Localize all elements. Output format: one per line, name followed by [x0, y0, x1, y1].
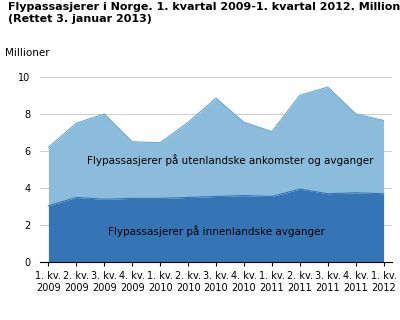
Text: Flypassasjerer på utenlandske ankomster og avganger: Flypassasjerer på utenlandske ankomster … — [87, 154, 373, 166]
Text: Flypassasjerer i Norge. 1. kvartal 2009-1. kvartal 2012. Millioner: Flypassasjerer i Norge. 1. kvartal 2009-… — [8, 2, 400, 12]
Text: (Rettet 3. januar 2013): (Rettet 3. januar 2013) — [8, 14, 152, 24]
Text: Millioner: Millioner — [5, 48, 50, 58]
Text: Flypassasjerer på innenlandske avganger: Flypassasjerer på innenlandske avganger — [108, 225, 324, 237]
